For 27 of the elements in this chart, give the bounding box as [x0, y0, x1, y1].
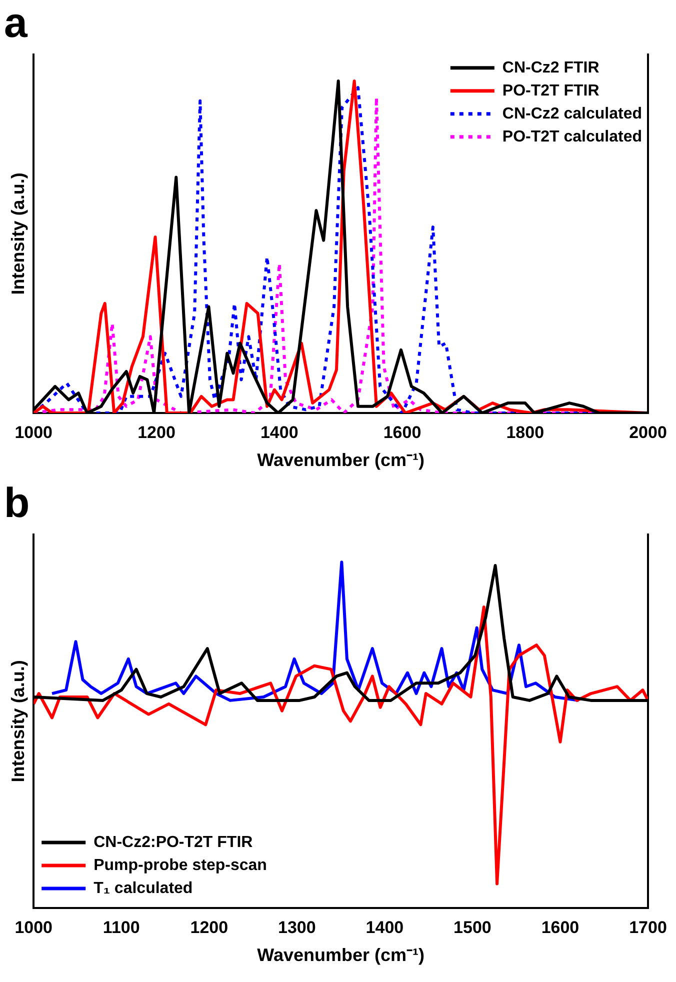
chart-title: b [4, 478, 30, 526]
x-tick-label: 2000 [629, 422, 667, 442]
legend-label: CN-Cz2 FTIR [502, 59, 600, 76]
x-tick-label: 1700 [629, 918, 667, 937]
x-tick-label: 1600 [383, 422, 422, 442]
y-axis-title: Intensity (a.u.) [8, 172, 28, 295]
x-tick-label: 1200 [190, 918, 228, 937]
y-axis-title: Intensity (a.u.) [8, 660, 28, 782]
x-axis-title: Wavenumber (cm⁻¹) [257, 945, 424, 966]
legend-label: PO-T2T calculated [502, 128, 642, 146]
legend-label: CN-Cz2 calculated [502, 105, 642, 122]
x-tick-label: 1400 [260, 422, 298, 442]
x-tick-label: 1300 [278, 918, 316, 937]
x-tick-label: 1000 [14, 918, 53, 937]
x-tick-label: 1600 [541, 918, 580, 937]
x-tick-label: 1800 [506, 422, 544, 442]
x-tick-label: 1200 [138, 422, 176, 442]
legend-label: T₁ calculated [94, 880, 193, 897]
legend-label: CN-Cz2:PO-T2T FTIR [94, 834, 254, 851]
x-tick-label: 1000 [14, 422, 53, 442]
chart-title: a [4, 0, 28, 46]
legend-label: Pump-probe step-scan [94, 856, 267, 874]
x-axis-title: Wavenumber (cm⁻¹) [257, 450, 424, 470]
x-tick-label: 1400 [366, 918, 404, 937]
x-tick-label: 1500 [454, 918, 492, 937]
legend-label: PO-T2T FTIR [502, 82, 600, 100]
x-tick-label: 1100 [102, 918, 140, 937]
